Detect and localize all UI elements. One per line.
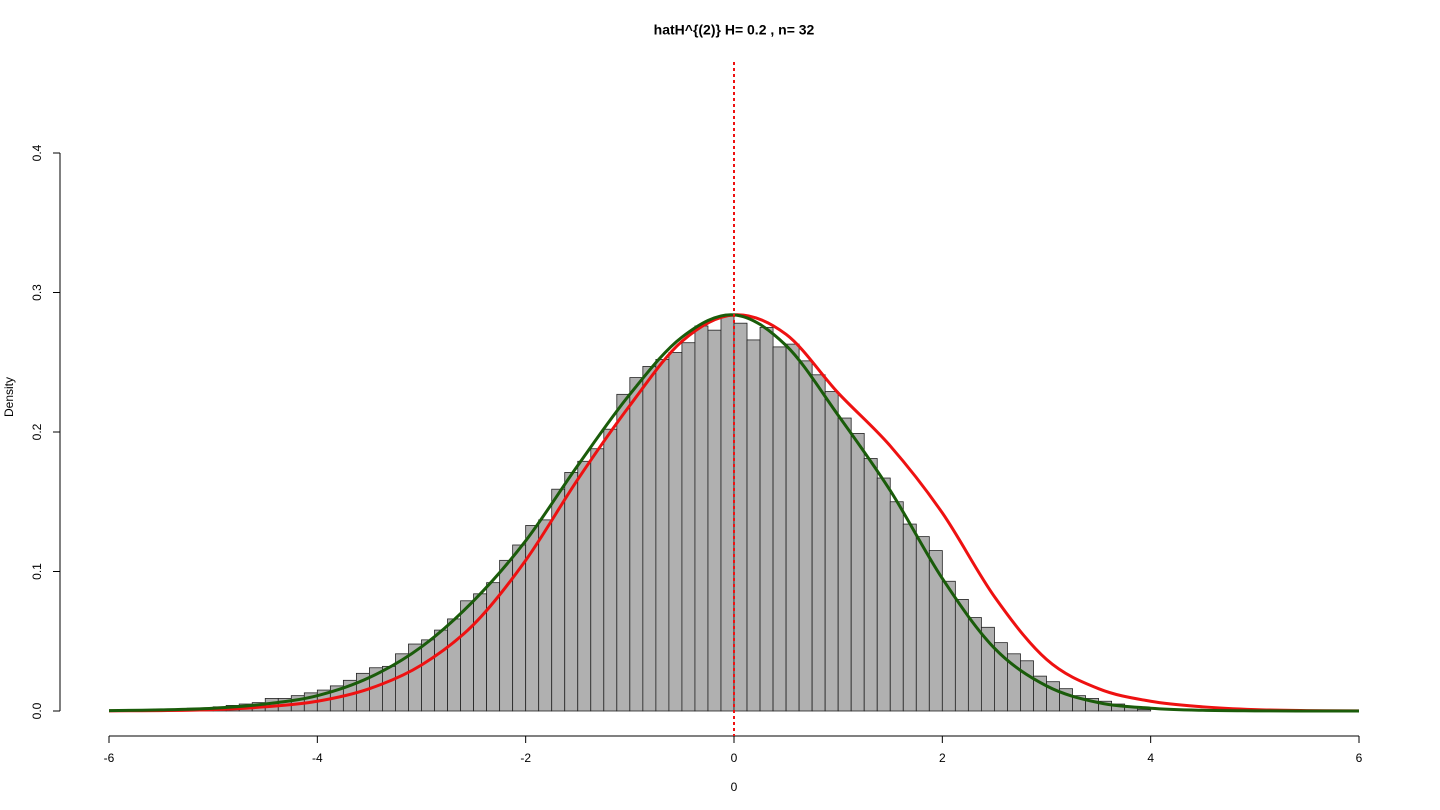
density-curve [108,313,1360,713]
bar [720,315,735,712]
bar [447,618,461,712]
bar [655,359,670,712]
bar [421,639,435,712]
y-tick-label: 0.1 [30,563,44,580]
bar [824,391,839,712]
bar [590,448,605,712]
y-axis-label: Density [2,377,16,417]
bar [577,460,592,712]
bar [785,343,800,712]
x-tick-label: 4 [1147,751,1154,765]
bar [629,377,644,712]
bar [759,326,774,712]
bar [798,360,813,712]
bar [707,329,722,712]
y-tick-label: 0.3 [30,284,44,301]
bar [837,417,852,712]
bar [863,458,878,712]
bar [603,428,618,712]
bar [733,322,748,712]
bar [850,432,865,712]
y-tick-label: 0.0 [30,702,44,719]
bar [772,346,787,712]
x-tick-label: 2 [939,751,946,765]
bar [382,665,396,712]
chart-title: hatH^{(2)} H= 0.2 , n= 32 [654,22,815,38]
bar [551,488,566,712]
bar [460,600,474,712]
bar [538,519,553,712]
bar [616,393,631,712]
bar [941,580,956,712]
bar [902,523,917,712]
x-tick-label: -6 [104,751,115,765]
bar [434,629,448,712]
y-tick-label: 0.2 [30,423,44,440]
bar [642,366,657,712]
bar [876,477,891,712]
bar [746,339,761,712]
bar [954,599,969,712]
bar [681,342,696,712]
bar [668,352,683,712]
x-tick-label: -4 [312,751,323,765]
x-tick-label: -2 [520,751,531,765]
x-axis-label: 0 [731,780,738,794]
bar [694,325,709,712]
y-tick-label: 0.4 [30,144,44,161]
x-tick-label: 6 [1356,751,1363,765]
bar [811,374,826,712]
bar [1137,709,1152,712]
bar [889,501,904,712]
bar [915,536,930,712]
x-tick-label: 0 [731,751,738,765]
bar [1020,660,1034,712]
bar [564,472,579,712]
